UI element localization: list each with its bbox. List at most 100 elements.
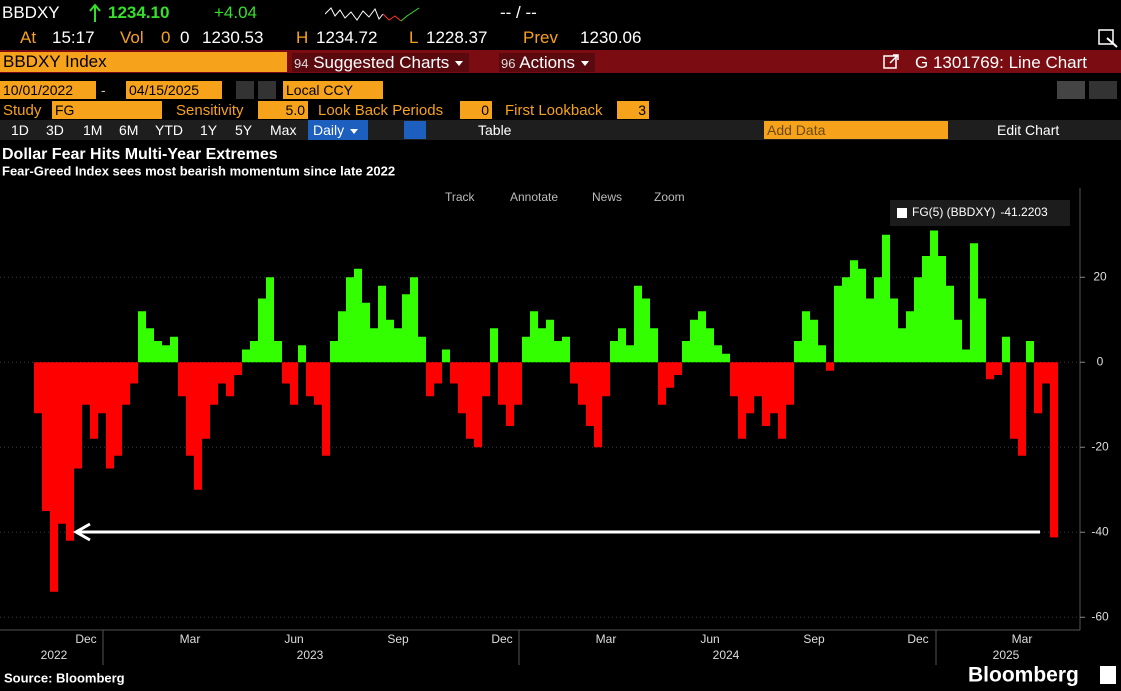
- actions[interactable]: 96 Actions: [499, 53, 596, 72]
- x-tick-label: Mar: [596, 632, 617, 646]
- bar: [1018, 362, 1026, 456]
- bar: [106, 362, 114, 469]
- bar: [370, 328, 378, 363]
- bar: [410, 277, 418, 363]
- bar: [690, 319, 698, 363]
- bar: [58, 362, 66, 524]
- bar: [578, 362, 586, 405]
- brand: Bloomberg: [968, 664, 1079, 687]
- bar: [858, 268, 866, 363]
- currency[interactable]: Local CCY: [283, 81, 383, 99]
- range-button[interactable]: Max: [270, 122, 297, 138]
- bar: [442, 349, 450, 363]
- bar: [146, 328, 154, 363]
- bar: [498, 362, 506, 405]
- bar: [634, 285, 642, 363]
- bar: [546, 319, 554, 363]
- bar: [434, 362, 442, 384]
- range-button[interactable]: 1M: [83, 122, 103, 138]
- bar: [722, 353, 730, 363]
- bar: [306, 362, 314, 397]
- bar: [602, 362, 610, 397]
- bar: [1026, 341, 1034, 363]
- lookback-field[interactable]: 0: [460, 101, 492, 119]
- tool-button[interactable]: Annotate: [510, 190, 558, 204]
- bar: [362, 302, 370, 363]
- first-lookback-field[interactable]: 3: [617, 101, 649, 119]
- bar: [610, 341, 618, 363]
- x-tick-label: Mar: [180, 632, 201, 646]
- frequency[interactable]: Daily: [308, 120, 368, 140]
- redo-button[interactable]: [1089, 81, 1117, 99]
- bar: [266, 277, 274, 363]
- bar: [530, 311, 538, 363]
- bar: [874, 277, 882, 363]
- dropdown-arrow: [581, 61, 590, 67]
- bar: [522, 336, 530, 363]
- range-button[interactable]: 6M: [119, 122, 139, 138]
- bar: [466, 362, 474, 439]
- range-button[interactable]: 3D: [46, 122, 64, 138]
- bar: [490, 328, 498, 363]
- bar: [802, 311, 810, 363]
- bar: [778, 362, 786, 439]
- edit-chart[interactable]: Edit Chart: [997, 122, 1060, 138]
- chart-type-button[interactable]: [404, 121, 426, 139]
- bar: [1050, 362, 1058, 538]
- table-button[interactable]: Table: [478, 122, 512, 138]
- tool-button[interactable]: News: [592, 190, 622, 204]
- range-button[interactable]: 5Y: [235, 122, 253, 138]
- bar: [402, 294, 410, 363]
- sensitivity-field[interactable]: 5.0: [258, 101, 308, 119]
- bar: [298, 345, 306, 363]
- dropdown-arrow: [350, 128, 359, 134]
- suggested-charts[interactable]: 94 Suggested Charts: [292, 53, 470, 72]
- x-tick-label: Dec: [75, 632, 96, 646]
- range-button[interactable]: 1D: [11, 122, 29, 138]
- bar: [586, 362, 594, 426]
- menu-number: 96: [501, 56, 516, 71]
- bar: [682, 341, 690, 363]
- bar: [186, 362, 194, 456]
- bar: [202, 362, 210, 439]
- change: +4.04: [214, 3, 258, 22]
- window-icon[interactable]: [1097, 28, 1119, 48]
- bar: [594, 362, 602, 448]
- end-date[interactable]: 04/15/2025: [126, 81, 222, 99]
- range-button[interactable]: 1Y: [200, 122, 218, 138]
- bar: [794, 341, 802, 363]
- tool-button[interactable]: Zoom: [654, 190, 685, 204]
- study-field[interactable]: FG: [52, 101, 162, 119]
- frequency-text: Daily: [313, 122, 345, 138]
- launch-icon[interactable]: [882, 53, 900, 71]
- range-button[interactable]: YTD: [155, 122, 183, 138]
- undo-button[interactable]: [1057, 81, 1085, 99]
- prev-button[interactable]: [236, 81, 254, 99]
- bar: [842, 277, 850, 363]
- bid-ask: -- / --: [500, 3, 537, 22]
- y-tick-label: -40: [1091, 524, 1109, 538]
- bar: [66, 362, 74, 541]
- bar: [914, 277, 922, 363]
- next-button[interactable]: [258, 81, 276, 99]
- bar: [322, 362, 330, 456]
- start-date[interactable]: 10/01/2022: [0, 81, 96, 99]
- x-tick-label: Mar: [1012, 632, 1033, 646]
- bar: [970, 243, 978, 363]
- x-tick-label: Sep: [803, 632, 825, 646]
- lookback-label: Look Back Periods: [318, 102, 444, 119]
- bar: [234, 362, 242, 375]
- bar: [258, 298, 266, 363]
- open: 1230.53: [202, 28, 264, 47]
- bar: [730, 362, 738, 397]
- tool-button[interactable]: Track: [445, 190, 476, 204]
- add-data[interactable]: Add Data: [764, 121, 948, 139]
- bar: [810, 319, 818, 363]
- sensitivity-label: Sensitivity: [176, 102, 244, 119]
- source: Source: Bloomberg: [4, 670, 125, 685]
- time: 15:17: [52, 28, 95, 47]
- bar: [282, 362, 290, 384]
- bar: [418, 336, 426, 363]
- security-field[interactable]: BBDXY Index: [0, 52, 287, 72]
- x-year-label: 2024: [713, 648, 740, 662]
